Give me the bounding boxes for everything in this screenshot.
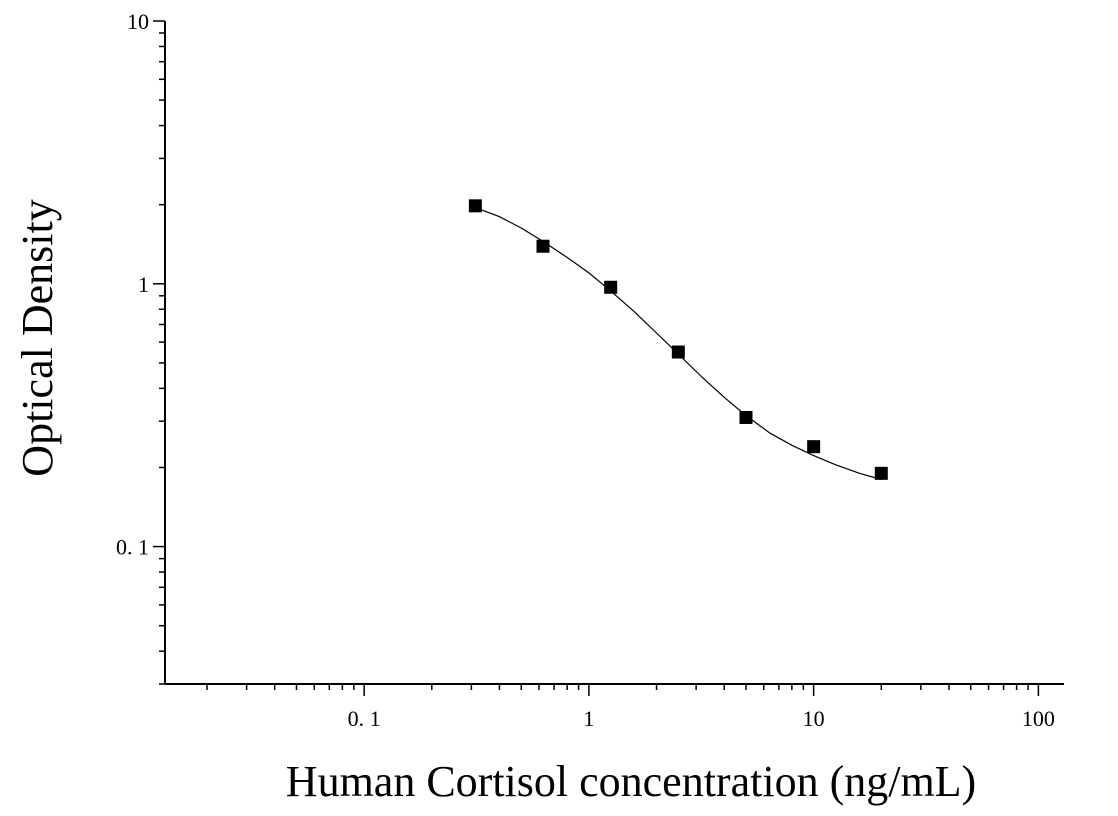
data-point bbox=[874, 466, 888, 480]
data-layer bbox=[468, 199, 888, 481]
x-axis-title: Human Cortisol concentration (ng/mL) bbox=[286, 757, 976, 806]
data-point bbox=[739, 410, 753, 424]
x-tick-label: 0. 1 bbox=[348, 706, 381, 731]
fit-curve bbox=[475, 207, 882, 481]
tick-labels: 0. 1 1 10 100 0. 1 1 10 bbox=[116, 9, 1055, 731]
ticks bbox=[153, 20, 1040, 696]
data-point bbox=[536, 239, 550, 253]
data-point bbox=[468, 199, 482, 213]
x-tick-label: 100 bbox=[1022, 706, 1055, 731]
data-point bbox=[604, 280, 618, 294]
y-tick-label: 0. 1 bbox=[116, 535, 149, 560]
x-tick-label: 10 bbox=[803, 706, 825, 731]
y-tick-label: 10 bbox=[127, 9, 149, 34]
axes bbox=[164, 21, 1064, 685]
y-axis-title: Optical Density bbox=[13, 199, 62, 476]
y-tick-label: 1 bbox=[138, 272, 149, 297]
x-tick-label: 1 bbox=[583, 706, 594, 731]
data-point bbox=[807, 440, 821, 454]
data-point bbox=[671, 345, 685, 359]
